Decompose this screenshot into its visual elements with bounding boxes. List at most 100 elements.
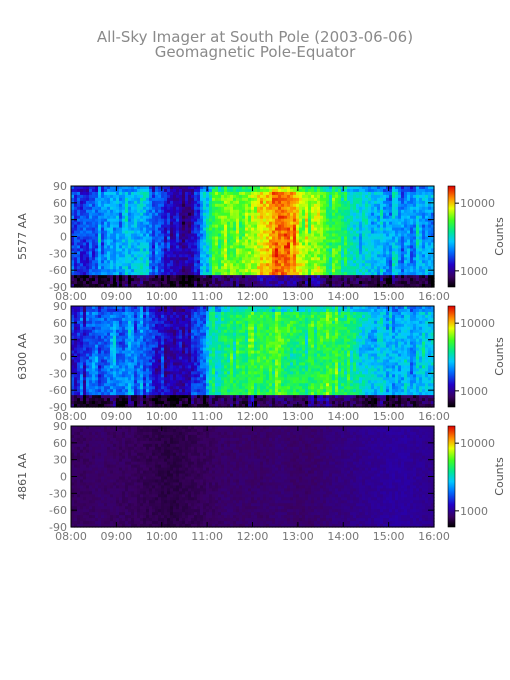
heatmap-cell [200, 251, 204, 255]
heatmap-cell [74, 306, 78, 310]
heatmap-cell [134, 350, 138, 355]
heatmap-cell [299, 281, 303, 285]
heatmap-cell [185, 251, 189, 255]
heatmap-cell [191, 221, 195, 226]
heatmap-cell [347, 206, 351, 211]
heatmap-cell [119, 392, 123, 396]
heatmap-cell [332, 197, 336, 202]
heatmap-cell [281, 197, 285, 202]
heatmap-cell [92, 386, 96, 390]
heatmap-cell [170, 239, 174, 244]
heatmap-cell [215, 251, 219, 255]
heatmap-cell [206, 245, 210, 249]
heatmap-cell [185, 269, 189, 273]
heatmap-cell [215, 245, 219, 249]
heatmap-cell [302, 221, 306, 226]
heatmap-cell [74, 383, 78, 387]
heatmap-cell [224, 281, 228, 285]
heatmap-cell [95, 227, 99, 232]
heatmap-cell [164, 227, 168, 232]
heatmap-cell [122, 236, 126, 241]
heatmap-cell [395, 239, 399, 244]
heatmap-cell [365, 186, 369, 190]
heatmap-cell [266, 266, 270, 270]
heatmap-cell [407, 227, 411, 232]
heatmap-cell [206, 257, 210, 261]
heatmap-cell [236, 197, 240, 202]
heatmap-cell [110, 398, 114, 402]
heatmap-cell [110, 191, 114, 196]
heatmap-cell [233, 194, 237, 199]
heatmap-cell [128, 215, 132, 220]
heatmap-cell [179, 227, 183, 232]
heatmap-cell [98, 251, 102, 255]
heatmap-cell [236, 221, 240, 226]
heatmap-cell [233, 212, 237, 217]
heatmap-cell [104, 200, 108, 205]
heatmap-cell [317, 215, 321, 220]
heatmap-cell [131, 188, 135, 193]
heatmap-cell [389, 186, 393, 190]
heatmap-cell [80, 194, 84, 199]
heatmap-cell [215, 242, 219, 247]
heatmap-cell [428, 221, 432, 226]
heatmap-cell [251, 269, 255, 273]
heatmap-cell [131, 221, 135, 226]
heatmap-cell [77, 335, 81, 340]
heatmap-cell [326, 284, 330, 288]
heatmap-cell [338, 272, 342, 276]
heatmap-cell [218, 263, 222, 267]
heatmap-cell [77, 197, 81, 202]
heatmap-cell [380, 206, 384, 211]
heatmap-cell [353, 212, 357, 217]
heatmap-cell [104, 347, 108, 352]
heatmap-cell [89, 218, 93, 223]
heatmap-cell [149, 236, 153, 241]
heatmap-cell [395, 227, 399, 232]
heatmap-cell [95, 353, 99, 358]
heatmap-cell [134, 209, 138, 214]
heatmap-cell [356, 221, 360, 226]
heatmap-cell [143, 233, 147, 238]
heatmap-cell [287, 191, 291, 196]
heatmap-cell [131, 263, 135, 267]
heatmap-cell [119, 306, 123, 310]
heatmap-cell [281, 236, 285, 241]
heatmap-cell [407, 200, 411, 205]
heatmap-cell [113, 281, 117, 285]
heatmap-cell [209, 197, 213, 202]
heatmap-cell [215, 236, 219, 241]
heatmap-cell [113, 341, 117, 346]
heatmap-cell [248, 251, 252, 255]
heatmap-cell [77, 398, 81, 402]
heatmap-cell [80, 347, 84, 352]
heatmap-cell [131, 233, 135, 238]
heatmap-cell [119, 251, 123, 255]
heatmap-cell [317, 206, 321, 211]
heatmap-cell [341, 233, 345, 238]
heatmap-cell [335, 230, 339, 235]
heatmap-cell [197, 209, 201, 214]
heatmap-cell [74, 236, 78, 241]
heatmap-cell [77, 275, 81, 279]
heatmap-cell [389, 236, 393, 241]
heatmap-cell [140, 368, 144, 372]
heatmap-cell [179, 203, 183, 208]
heatmap-cell [245, 206, 249, 211]
heatmap-cell [368, 186, 372, 190]
heatmap-cell [113, 335, 117, 340]
heatmap-cell [191, 191, 195, 196]
heatmap-cell [92, 227, 96, 232]
heatmap-cell [194, 257, 198, 261]
heatmap-cell [254, 275, 258, 279]
heatmap-cell [173, 263, 177, 267]
heatmap-cell [356, 245, 360, 249]
heatmap-cell [248, 257, 252, 261]
heatmap-cell [98, 350, 102, 355]
heatmap-cell [386, 197, 390, 202]
heatmap-cell [137, 362, 141, 367]
heatmap-cell [290, 257, 294, 261]
heatmap-cell [92, 380, 96, 384]
heatmap-cell [410, 260, 414, 264]
heatmap-cell [86, 209, 90, 214]
